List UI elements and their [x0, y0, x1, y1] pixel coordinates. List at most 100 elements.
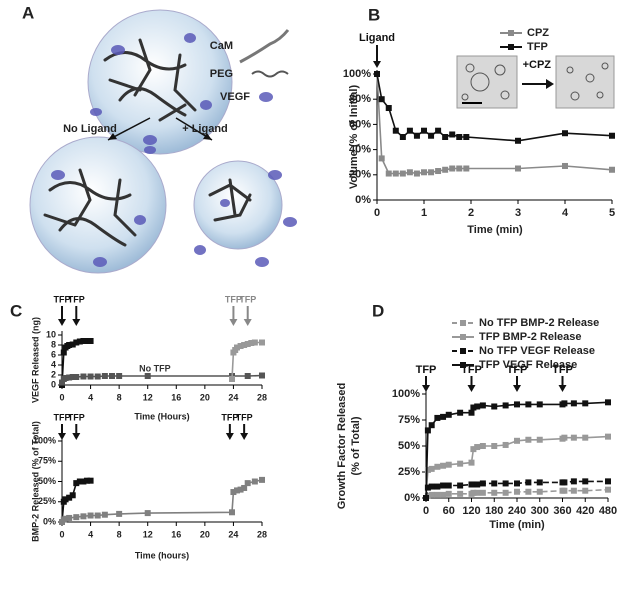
point: [392, 127, 399, 134]
point: [445, 490, 452, 497]
point: [229, 509, 235, 516]
point: [435, 127, 442, 134]
legend-marker: [460, 362, 466, 368]
legend-label: CaM: [210, 40, 233, 52]
point: [561, 479, 568, 486]
x-tick-label: 16: [171, 392, 181, 402]
x-tick-label: 180: [485, 505, 503, 517]
point: [66, 342, 73, 348]
arrowhead: [72, 319, 81, 326]
arrowhead: [225, 433, 234, 440]
x-tick-label: 240: [508, 505, 526, 517]
point: [109, 373, 115, 379]
arrowhead: [240, 433, 249, 440]
x-axis-label: Time (hours): [135, 550, 189, 560]
point: [474, 403, 481, 410]
arrowhead: [243, 319, 252, 326]
x-tick-label: 420: [576, 505, 594, 517]
x-tick-label: 5: [609, 207, 615, 219]
point: [463, 134, 470, 140]
point: [251, 339, 258, 346]
point: [474, 481, 481, 488]
point: [73, 374, 80, 380]
y-tick-label: 0: [51, 379, 56, 389]
annotation: TFP: [68, 294, 85, 304]
point: [434, 414, 441, 421]
y-tick-label: 50%: [398, 440, 420, 452]
y-tick-label: 100%: [392, 388, 420, 400]
branch-label: + Ligand: [182, 123, 228, 135]
x-tick-label: 28: [257, 529, 267, 539]
x-tick-label: 24: [228, 392, 238, 402]
x-tick-label: 8: [117, 392, 122, 402]
legend-label: VEGF: [220, 91, 250, 103]
y-axis-label: VEGF Released (ng): [30, 317, 40, 403]
point: [605, 478, 611, 485]
point: [259, 372, 265, 379]
inset-images: [456, 55, 615, 109]
point: [234, 487, 240, 494]
point: [144, 510, 151, 517]
arrowhead: [422, 385, 430, 392]
y-tick-label: 25%: [38, 496, 56, 506]
legend-label: TFP BMP-2 Release: [479, 331, 582, 343]
point: [440, 462, 447, 469]
y-tick-label: 60%: [349, 118, 371, 130]
vegf-molecules: [51, 33, 297, 267]
arrowhead: [72, 433, 81, 440]
annotation: No TFP: [139, 363, 171, 373]
point: [116, 510, 123, 517]
point: [570, 434, 577, 441]
point: [582, 478, 589, 485]
y-tick-label: 10: [46, 329, 56, 339]
point: [582, 434, 589, 441]
arrowhead: [546, 79, 554, 89]
annotation: Ligand: [359, 32, 395, 44]
cells: [566, 62, 609, 101]
point: [562, 130, 568, 137]
point: [244, 341, 251, 347]
y-tick-label: 0%: [355, 194, 371, 206]
y-axis-label: Volume (% of Initial): [348, 85, 360, 190]
point: [237, 486, 244, 493]
y-tick-label: 100%: [343, 68, 371, 80]
panel-a: A CaM PEG VEGF No Ligand + Ligand: [22, 3, 297, 274]
annotation: TFP: [239, 294, 256, 304]
y-tick-label: 75%: [38, 456, 56, 466]
point: [434, 463, 441, 470]
point: [94, 373, 101, 380]
point: [457, 482, 464, 489]
point: [428, 132, 435, 139]
y-tick-label: 0%: [404, 492, 420, 504]
point: [406, 127, 413, 134]
x-axis-label: Time (min): [489, 519, 545, 531]
point: [69, 492, 76, 499]
annotation: TFP: [68, 412, 85, 422]
point: [440, 413, 447, 420]
point: [69, 341, 76, 348]
point: [428, 483, 435, 490]
point: [248, 340, 255, 346]
x-tick-label: 4: [562, 207, 569, 219]
legend-marker: [460, 320, 466, 326]
point: [502, 480, 509, 487]
point: [413, 132, 420, 139]
point: [457, 409, 464, 416]
arrowhead: [58, 433, 66, 440]
legend-label: No TFP VEGF Release: [479, 345, 595, 357]
legend-label: TFP VEGF Release: [479, 359, 577, 371]
y-tick-label: 100%: [33, 435, 56, 445]
point: [241, 342, 248, 348]
point: [470, 489, 477, 496]
y-tick-label: 4: [51, 359, 56, 369]
legend-label: CPZ: [527, 27, 549, 39]
x-tick-label: 24: [228, 529, 238, 539]
x-tick-label: 60: [443, 505, 455, 517]
y-tick-label: 75%: [398, 414, 420, 426]
x-tick-label: 0: [59, 392, 64, 402]
point: [561, 400, 568, 407]
point: [421, 169, 427, 176]
point: [468, 459, 475, 466]
x-axis-label: Time (min): [467, 224, 523, 236]
panel-letter: B: [368, 5, 380, 24]
